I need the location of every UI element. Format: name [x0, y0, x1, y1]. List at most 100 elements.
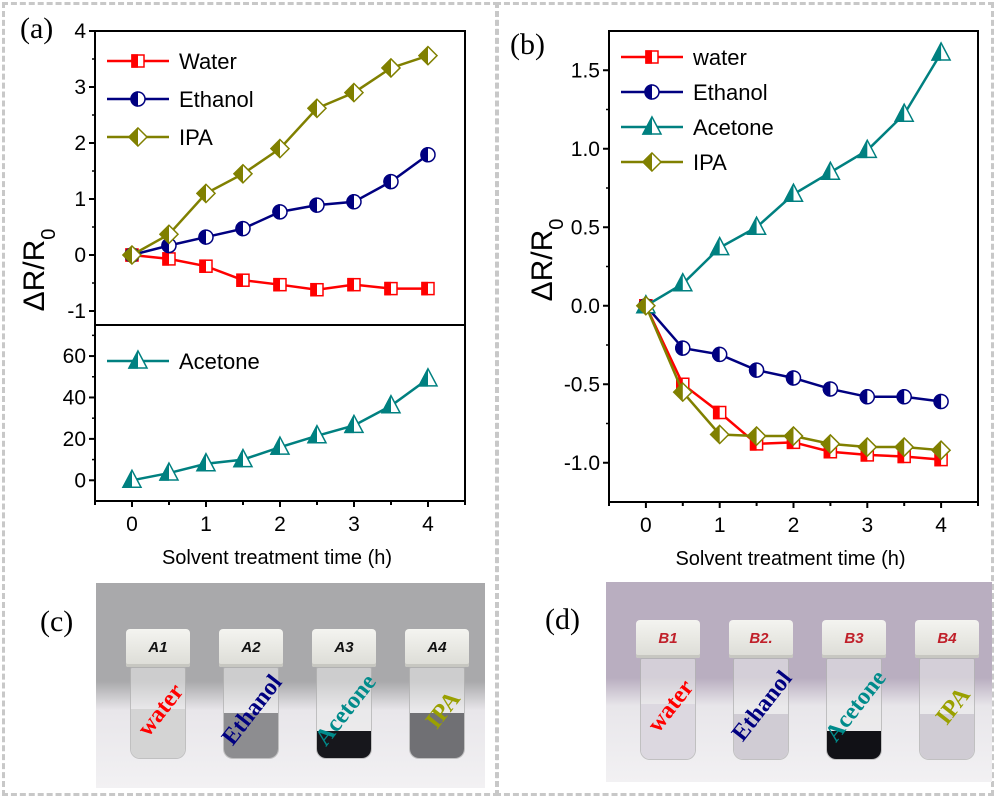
marker-filled-half — [306, 98, 317, 119]
y-tick-label: 0 — [74, 469, 86, 492]
data-point-water — [236, 273, 250, 287]
marker-filled-half — [273, 277, 280, 292]
marker-filled-half — [198, 229, 206, 245]
data-point-water — [273, 277, 287, 292]
chart-a-lower: 0 20 40 60 0 1 2 3 4 Solvent treatment time (h) Ac… — [63, 324, 466, 569]
marker-filled-half — [783, 425, 794, 447]
marker-filled-half — [641, 151, 652, 173]
data-point-acetone — [930, 41, 952, 61]
legend-marker — [645, 50, 659, 64]
y-tick-label: 1.0 — [571, 138, 600, 161]
vial-glass — [409, 667, 465, 759]
legend-marker — [130, 91, 146, 107]
marker-filled-half — [785, 370, 794, 386]
marker-filled-half — [748, 362, 757, 378]
legend-marker — [127, 126, 149, 148]
data-point-acetone — [195, 452, 217, 472]
data-point-acetone — [380, 394, 402, 414]
vial-cap: A4 — [405, 629, 469, 667]
vial-cap-label: B2. — [749, 630, 773, 647]
x-tick-label: 0 — [640, 514, 652, 537]
data-point-ipa — [857, 436, 878, 458]
legend-label: Acetone — [693, 115, 774, 140]
x-tick-label: 4 — [935, 514, 947, 537]
vial-liquid — [317, 731, 371, 758]
marker-filled-half — [195, 183, 206, 204]
vial-liquid — [224, 713, 278, 758]
data-point-ethanol — [859, 389, 876, 405]
marker-filled-half — [712, 405, 720, 420]
y-tick-label: -1 — [67, 300, 86, 323]
x-tick-label: 2 — [788, 514, 800, 537]
data-point-ipa — [380, 57, 402, 79]
marker-filled-half — [232, 447, 243, 468]
marker-filled-half — [675, 340, 683, 356]
vial-liquid — [827, 731, 881, 759]
marker-filled-half — [635, 295, 646, 316]
vial-cap: A1 — [126, 629, 190, 667]
marker-filled-half — [127, 126, 138, 148]
vial-water: B1 — [636, 620, 700, 760]
marker-filled-half — [130, 91, 138, 107]
y-axis-label-subscript: 0 — [546, 219, 568, 230]
vial-cap: B3 — [822, 620, 886, 658]
data-point-acetone — [709, 236, 730, 256]
x-tick-label: 3 — [861, 514, 873, 537]
x-tick-label: 0 — [126, 513, 138, 536]
marker-filled-half — [709, 424, 720, 445]
marker-filled-half — [309, 197, 317, 213]
data-point-ipa — [709, 424, 730, 445]
data-point-water — [199, 259, 213, 273]
vial-cap-label: B3 — [844, 630, 864, 647]
data-point-ipa — [672, 382, 693, 403]
data-point-water — [421, 281, 435, 296]
data-point-ipa — [746, 425, 767, 447]
data-point-ipa — [343, 82, 365, 103]
panel-label-b: (b) — [510, 28, 545, 61]
data-point-water — [712, 405, 727, 420]
y-tick-label: -0.5 — [564, 373, 600, 396]
y-tick-label: 4 — [74, 20, 86, 43]
marker-filled-half — [711, 346, 720, 363]
vial-acetone: B3 — [822, 620, 886, 760]
x-axis-label: Solvent treatment time (h) — [675, 548, 905, 570]
marker-filled-half — [783, 182, 794, 203]
vial-glass — [640, 658, 696, 760]
vial-ethanol: A2 — [219, 629, 283, 759]
marker-filled-half — [645, 50, 652, 64]
data-point-ethanol — [198, 229, 214, 245]
data-point-ethanol — [346, 194, 362, 210]
marker-filled-half — [896, 389, 905, 405]
marker-filled-half — [121, 468, 132, 489]
marker-filled-half — [421, 281, 428, 296]
marker-filled-half — [269, 435, 280, 455]
vial-glass — [733, 658, 789, 760]
legend-label: Acetone — [179, 349, 260, 374]
legend-entry-ethanol: Ethanol — [621, 80, 768, 105]
data-point-ipa — [195, 183, 217, 204]
series-line-ethanol — [644, 304, 942, 403]
legend-label: Ethanol — [179, 87, 254, 112]
x-tick-label: 1 — [714, 514, 726, 537]
data-point-acetone — [306, 424, 328, 444]
data-point-acetone — [672, 272, 694, 292]
data-point-ethanol — [822, 381, 839, 397]
panel-frame-right — [495, 2, 994, 796]
marker-filled-half — [127, 349, 138, 369]
y-tick-label: 1.5 — [571, 59, 600, 82]
marker-filled-half — [931, 440, 942, 461]
marker-filled-half — [933, 393, 942, 410]
vial-cap-label: B1 — [658, 630, 678, 647]
marker-filled-half — [420, 147, 428, 163]
marker-filled-half — [749, 437, 757, 451]
data-point-acetone — [857, 138, 878, 159]
panel-label-c: (c) — [40, 605, 74, 638]
data-point-ethanol — [383, 173, 399, 190]
marker-filled-half — [894, 436, 905, 458]
data-point-ipa — [820, 433, 841, 454]
marker-filled-half — [857, 436, 868, 458]
data-point-ethanol — [896, 389, 912, 405]
y-axis-label-a: ΔR/R0 — [18, 229, 60, 312]
marker-filled-half — [199, 259, 206, 273]
marker-filled-half — [672, 272, 683, 292]
